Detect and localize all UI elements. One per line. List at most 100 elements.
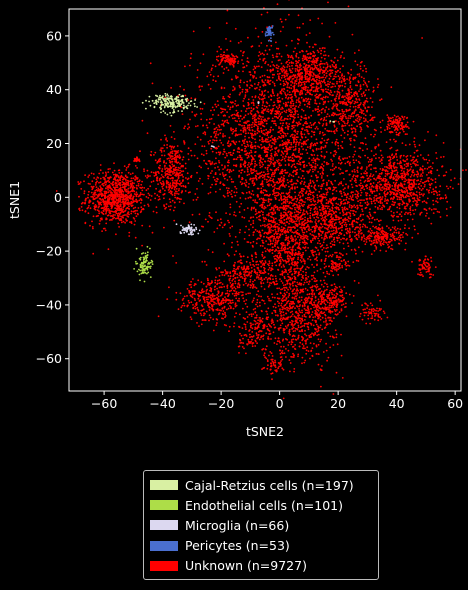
data-point (205, 163, 208, 166)
data-point (393, 204, 396, 206)
data-point (324, 101, 326, 104)
data-point (365, 97, 368, 100)
data-point (356, 63, 359, 66)
data-point (269, 177, 272, 180)
data-point (97, 187, 100, 190)
data-point (122, 216, 124, 219)
data-point (351, 112, 354, 114)
data-point (194, 143, 197, 146)
data-point (357, 80, 360, 82)
data-point (224, 156, 227, 159)
data-point (339, 102, 342, 105)
data-point (262, 58, 265, 60)
data-point (350, 115, 353, 118)
data-point (426, 212, 428, 215)
data-point (310, 200, 312, 203)
data-point (111, 201, 114, 204)
data-point (287, 77, 290, 80)
data-point (178, 201, 181, 203)
data-point (268, 160, 271, 163)
data-point (268, 164, 271, 167)
data-point (358, 73, 361, 75)
data-point (281, 140, 284, 142)
data-point (381, 208, 383, 211)
data-point (287, 55, 290, 57)
data-point (299, 153, 302, 156)
data-point (290, 142, 293, 144)
data-point (234, 134, 237, 137)
data-point (362, 117, 365, 120)
data-point (116, 179, 119, 182)
data-point (195, 113, 198, 116)
data-point (149, 185, 152, 188)
data-point (361, 142, 364, 144)
data-point (183, 141, 186, 144)
data-point (315, 60, 318, 62)
data-point (164, 189, 166, 192)
data-point (295, 83, 298, 85)
data-point (442, 142, 445, 144)
data-point (218, 160, 220, 162)
data-point (366, 124, 368, 127)
data-point (283, 157, 286, 160)
data-point (222, 168, 225, 171)
data-point (331, 64, 334, 66)
data-point (112, 190, 115, 192)
data-point (242, 100, 245, 102)
data-point (281, 67, 283, 69)
data-point (160, 182, 163, 185)
data-point (102, 198, 104, 201)
data-point (297, 106, 300, 108)
data-point (166, 144, 169, 146)
data-point (236, 120, 239, 123)
data-point (102, 172, 104, 174)
data-point (126, 179, 129, 182)
data-point (235, 133, 237, 136)
data-point (327, 100, 330, 103)
data-point (282, 122, 284, 125)
data-point (413, 137, 416, 140)
data-point (297, 116, 300, 118)
data-point (276, 159, 278, 162)
data-point (217, 133, 220, 136)
data-point (415, 183, 417, 186)
data-point (80, 206, 83, 208)
data-point (326, 174, 329, 177)
data-point (328, 69, 331, 72)
data-point (435, 157, 438, 160)
data-point (204, 218, 207, 221)
data-point (195, 125, 197, 128)
data-point (171, 150, 174, 153)
data-point (352, 174, 355, 177)
data-point (114, 193, 117, 195)
data-point (262, 140, 265, 143)
data-point (169, 186, 172, 189)
data-point (124, 195, 127, 198)
data-point (364, 118, 367, 120)
data-point (408, 187, 411, 190)
data-point (229, 203, 232, 206)
data-point (431, 179, 434, 182)
data-point (77, 181, 80, 183)
data-point (214, 103, 217, 106)
data-point (278, 100, 280, 103)
data-point (349, 80, 352, 83)
data-point (359, 103, 362, 106)
data-point (248, 124, 251, 127)
data-point (182, 170, 185, 173)
data-point (324, 88, 327, 90)
data-point (108, 181, 111, 184)
data-point (174, 190, 177, 193)
data-point (273, 120, 275, 123)
data-point (88, 199, 91, 202)
data-point (341, 89, 344, 92)
data-point (271, 73, 274, 76)
data-point (267, 80, 270, 83)
data-point (270, 146, 273, 149)
data-point (343, 137, 346, 139)
data-point (286, 86, 289, 89)
data-point (271, 69, 273, 72)
data-point (349, 117, 352, 120)
data-point (282, 102, 285, 105)
data-point (260, 42, 263, 44)
